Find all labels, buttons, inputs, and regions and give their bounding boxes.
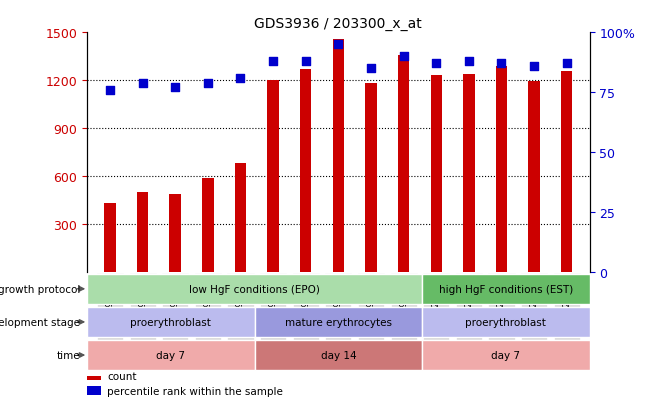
FancyBboxPatch shape bbox=[391, 273, 417, 346]
Text: GSM190969: GSM190969 bbox=[269, 276, 277, 331]
Point bbox=[235, 75, 246, 82]
Text: GSM426507: GSM426507 bbox=[464, 276, 474, 331]
Text: day 7: day 7 bbox=[491, 350, 521, 360]
FancyBboxPatch shape bbox=[227, 273, 253, 346]
Point bbox=[105, 87, 115, 94]
Text: GSM190965: GSM190965 bbox=[138, 276, 147, 331]
Text: development stage: development stage bbox=[0, 317, 80, 327]
Bar bbox=[496, 66, 507, 273]
FancyBboxPatch shape bbox=[422, 274, 590, 304]
FancyBboxPatch shape bbox=[488, 273, 515, 346]
Text: mature erythrocytes: mature erythrocytes bbox=[285, 317, 392, 327]
Text: GSM426510: GSM426510 bbox=[562, 276, 572, 331]
Bar bbox=[463, 75, 474, 273]
Point bbox=[202, 80, 213, 87]
Bar bbox=[87, 372, 100, 380]
FancyBboxPatch shape bbox=[255, 340, 422, 370]
FancyBboxPatch shape bbox=[87, 307, 255, 337]
Point bbox=[137, 80, 148, 87]
Bar bbox=[87, 387, 100, 395]
FancyBboxPatch shape bbox=[293, 273, 319, 346]
Point bbox=[529, 63, 539, 70]
FancyBboxPatch shape bbox=[326, 273, 351, 346]
Point bbox=[464, 59, 474, 65]
Text: GSM190971: GSM190971 bbox=[334, 276, 343, 331]
FancyBboxPatch shape bbox=[422, 340, 590, 370]
Text: proerythroblast: proerythroblast bbox=[466, 317, 546, 327]
Bar bbox=[137, 193, 148, 273]
Bar bbox=[529, 82, 540, 273]
Text: GSM426506: GSM426506 bbox=[431, 276, 441, 331]
Text: time: time bbox=[57, 350, 80, 360]
Text: day 7: day 7 bbox=[156, 350, 186, 360]
Bar bbox=[267, 81, 279, 273]
Point bbox=[366, 66, 377, 72]
Bar bbox=[202, 178, 214, 273]
Text: day 14: day 14 bbox=[320, 350, 356, 360]
Title: GDS3936 / 203300_x_at: GDS3936 / 203300_x_at bbox=[255, 17, 422, 31]
Text: high HgF conditions (EST): high HgF conditions (EST) bbox=[439, 284, 573, 294]
FancyBboxPatch shape bbox=[87, 340, 255, 370]
Point bbox=[170, 85, 180, 91]
Bar bbox=[332, 39, 344, 273]
Text: GSM190968: GSM190968 bbox=[236, 276, 245, 331]
FancyBboxPatch shape bbox=[521, 273, 547, 346]
Bar bbox=[300, 70, 312, 273]
Point bbox=[398, 54, 409, 60]
FancyBboxPatch shape bbox=[162, 273, 188, 346]
Bar bbox=[431, 76, 442, 273]
Text: count: count bbox=[107, 371, 137, 381]
Point bbox=[561, 61, 572, 67]
Point bbox=[300, 59, 311, 65]
Text: GSM426509: GSM426509 bbox=[529, 276, 539, 331]
Bar bbox=[170, 195, 181, 273]
Text: proerythroblast: proerythroblast bbox=[131, 317, 211, 327]
Text: growth protocol: growth protocol bbox=[0, 284, 80, 294]
Text: GSM190967: GSM190967 bbox=[203, 276, 212, 331]
FancyBboxPatch shape bbox=[255, 307, 422, 337]
FancyBboxPatch shape bbox=[553, 273, 580, 346]
Text: GSM426508: GSM426508 bbox=[497, 276, 506, 331]
Text: GSM190964: GSM190964 bbox=[105, 276, 115, 331]
FancyBboxPatch shape bbox=[97, 273, 123, 346]
Point bbox=[496, 61, 507, 67]
Text: GSM190966: GSM190966 bbox=[171, 276, 180, 331]
Text: GSM190973: GSM190973 bbox=[399, 276, 408, 331]
FancyBboxPatch shape bbox=[358, 273, 384, 346]
Bar bbox=[105, 204, 116, 273]
Text: low HgF conditions (EPO): low HgF conditions (EPO) bbox=[189, 284, 320, 294]
Bar bbox=[398, 55, 409, 273]
FancyBboxPatch shape bbox=[422, 307, 590, 337]
Bar bbox=[234, 164, 246, 273]
Point bbox=[268, 59, 279, 65]
FancyBboxPatch shape bbox=[87, 274, 422, 304]
Text: percentile rank within the sample: percentile rank within the sample bbox=[107, 386, 283, 396]
FancyBboxPatch shape bbox=[456, 273, 482, 346]
Bar bbox=[561, 72, 572, 273]
Text: GSM190970: GSM190970 bbox=[302, 276, 310, 331]
FancyBboxPatch shape bbox=[423, 273, 450, 346]
FancyBboxPatch shape bbox=[260, 273, 286, 346]
Point bbox=[431, 61, 442, 67]
Point bbox=[333, 42, 344, 48]
FancyBboxPatch shape bbox=[129, 273, 155, 346]
FancyBboxPatch shape bbox=[195, 273, 221, 346]
Bar bbox=[365, 83, 377, 273]
Text: GSM190972: GSM190972 bbox=[366, 276, 375, 331]
